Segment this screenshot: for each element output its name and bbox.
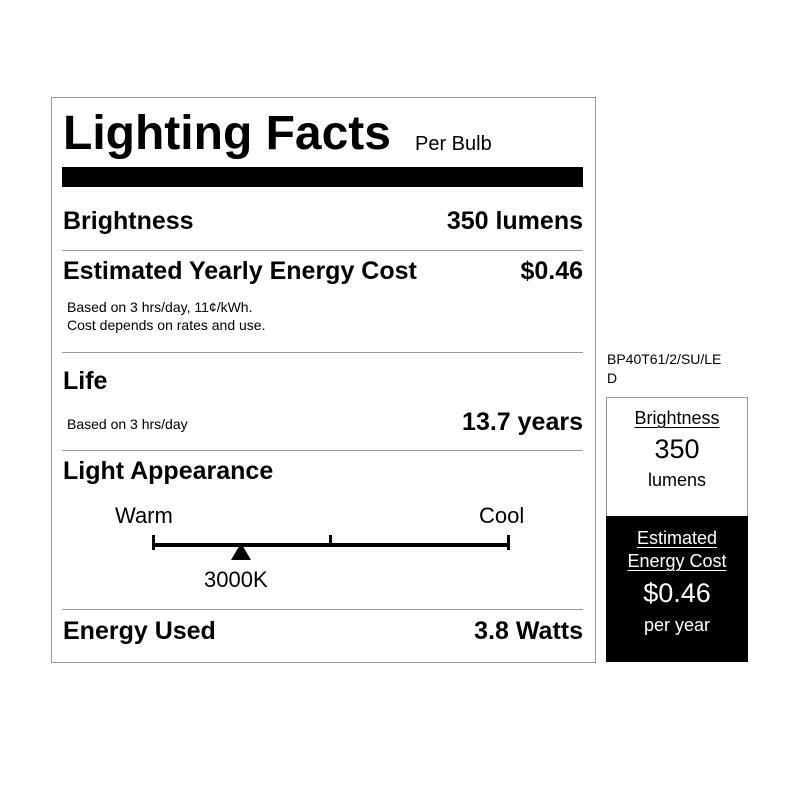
scale-marker-triangle-icon <box>231 543 251 560</box>
scale-tick <box>507 535 510 550</box>
cost-note-1: Based on 3 hrs/day, 11¢/kWh. <box>67 299 253 315</box>
cost-note-2: Cost depends on rates and use. <box>67 317 266 333</box>
energy-value: 3.8 Watts <box>474 617 583 645</box>
model-number: BP40T61/2/SU/LE D <box>607 350 721 388</box>
lighting-facts-label <box>51 97 596 663</box>
warm-label: Warm <box>115 503 173 528</box>
cost-label: Estimated Yearly Energy Cost <box>63 257 417 285</box>
brightness-summary: Brightness 350 lumens <box>607 398 747 517</box>
brightness-label: Brightness <box>63 207 194 235</box>
summary-cost-label-1: Estimated <box>636 528 718 548</box>
energy-label: Energy Used <box>63 617 216 645</box>
scale-tick <box>152 535 155 550</box>
summary-cost-label-2: Energy Cost <box>627 551 727 571</box>
label-title: Lighting Facts <box>63 107 391 160</box>
divider <box>62 609 583 610</box>
scale-tick <box>329 535 332 547</box>
summary-brightness-value: 350 <box>654 434 700 464</box>
life-label: Life <box>63 367 108 395</box>
summary-box: Brightness 350 lumens Estimated Energy C… <box>606 397 748 662</box>
cool-label: Cool <box>479 503 525 528</box>
divider <box>62 450 583 451</box>
model-line-2: D <box>607 370 618 386</box>
summary-cost-value: $0.46 <box>643 578 711 608</box>
appearance-label: Light Appearance <box>63 457 274 485</box>
divider <box>62 250 583 251</box>
life-note: Based on 3 hrs/day <box>67 416 188 432</box>
divider <box>62 352 583 353</box>
life-value: 13.7 years <box>462 408 583 436</box>
appearance-value: 3000K <box>204 567 268 592</box>
cost-summary: Estimated Energy Cost $0.46 per year <box>606 516 748 662</box>
title-bar <box>62 167 583 187</box>
label-subtitle: Per Bulb <box>415 133 492 155</box>
model-line-1: BP40T61/2/SU/LE <box>607 351 722 367</box>
summary-brightness-label: Brightness <box>634 408 720 428</box>
summary-cost-unit: per year <box>643 615 711 635</box>
brightness-value: 350 lumens <box>446 207 583 235</box>
summary-brightness-unit: lumens <box>647 470 707 490</box>
cost-value: $0.46 <box>520 257 583 285</box>
